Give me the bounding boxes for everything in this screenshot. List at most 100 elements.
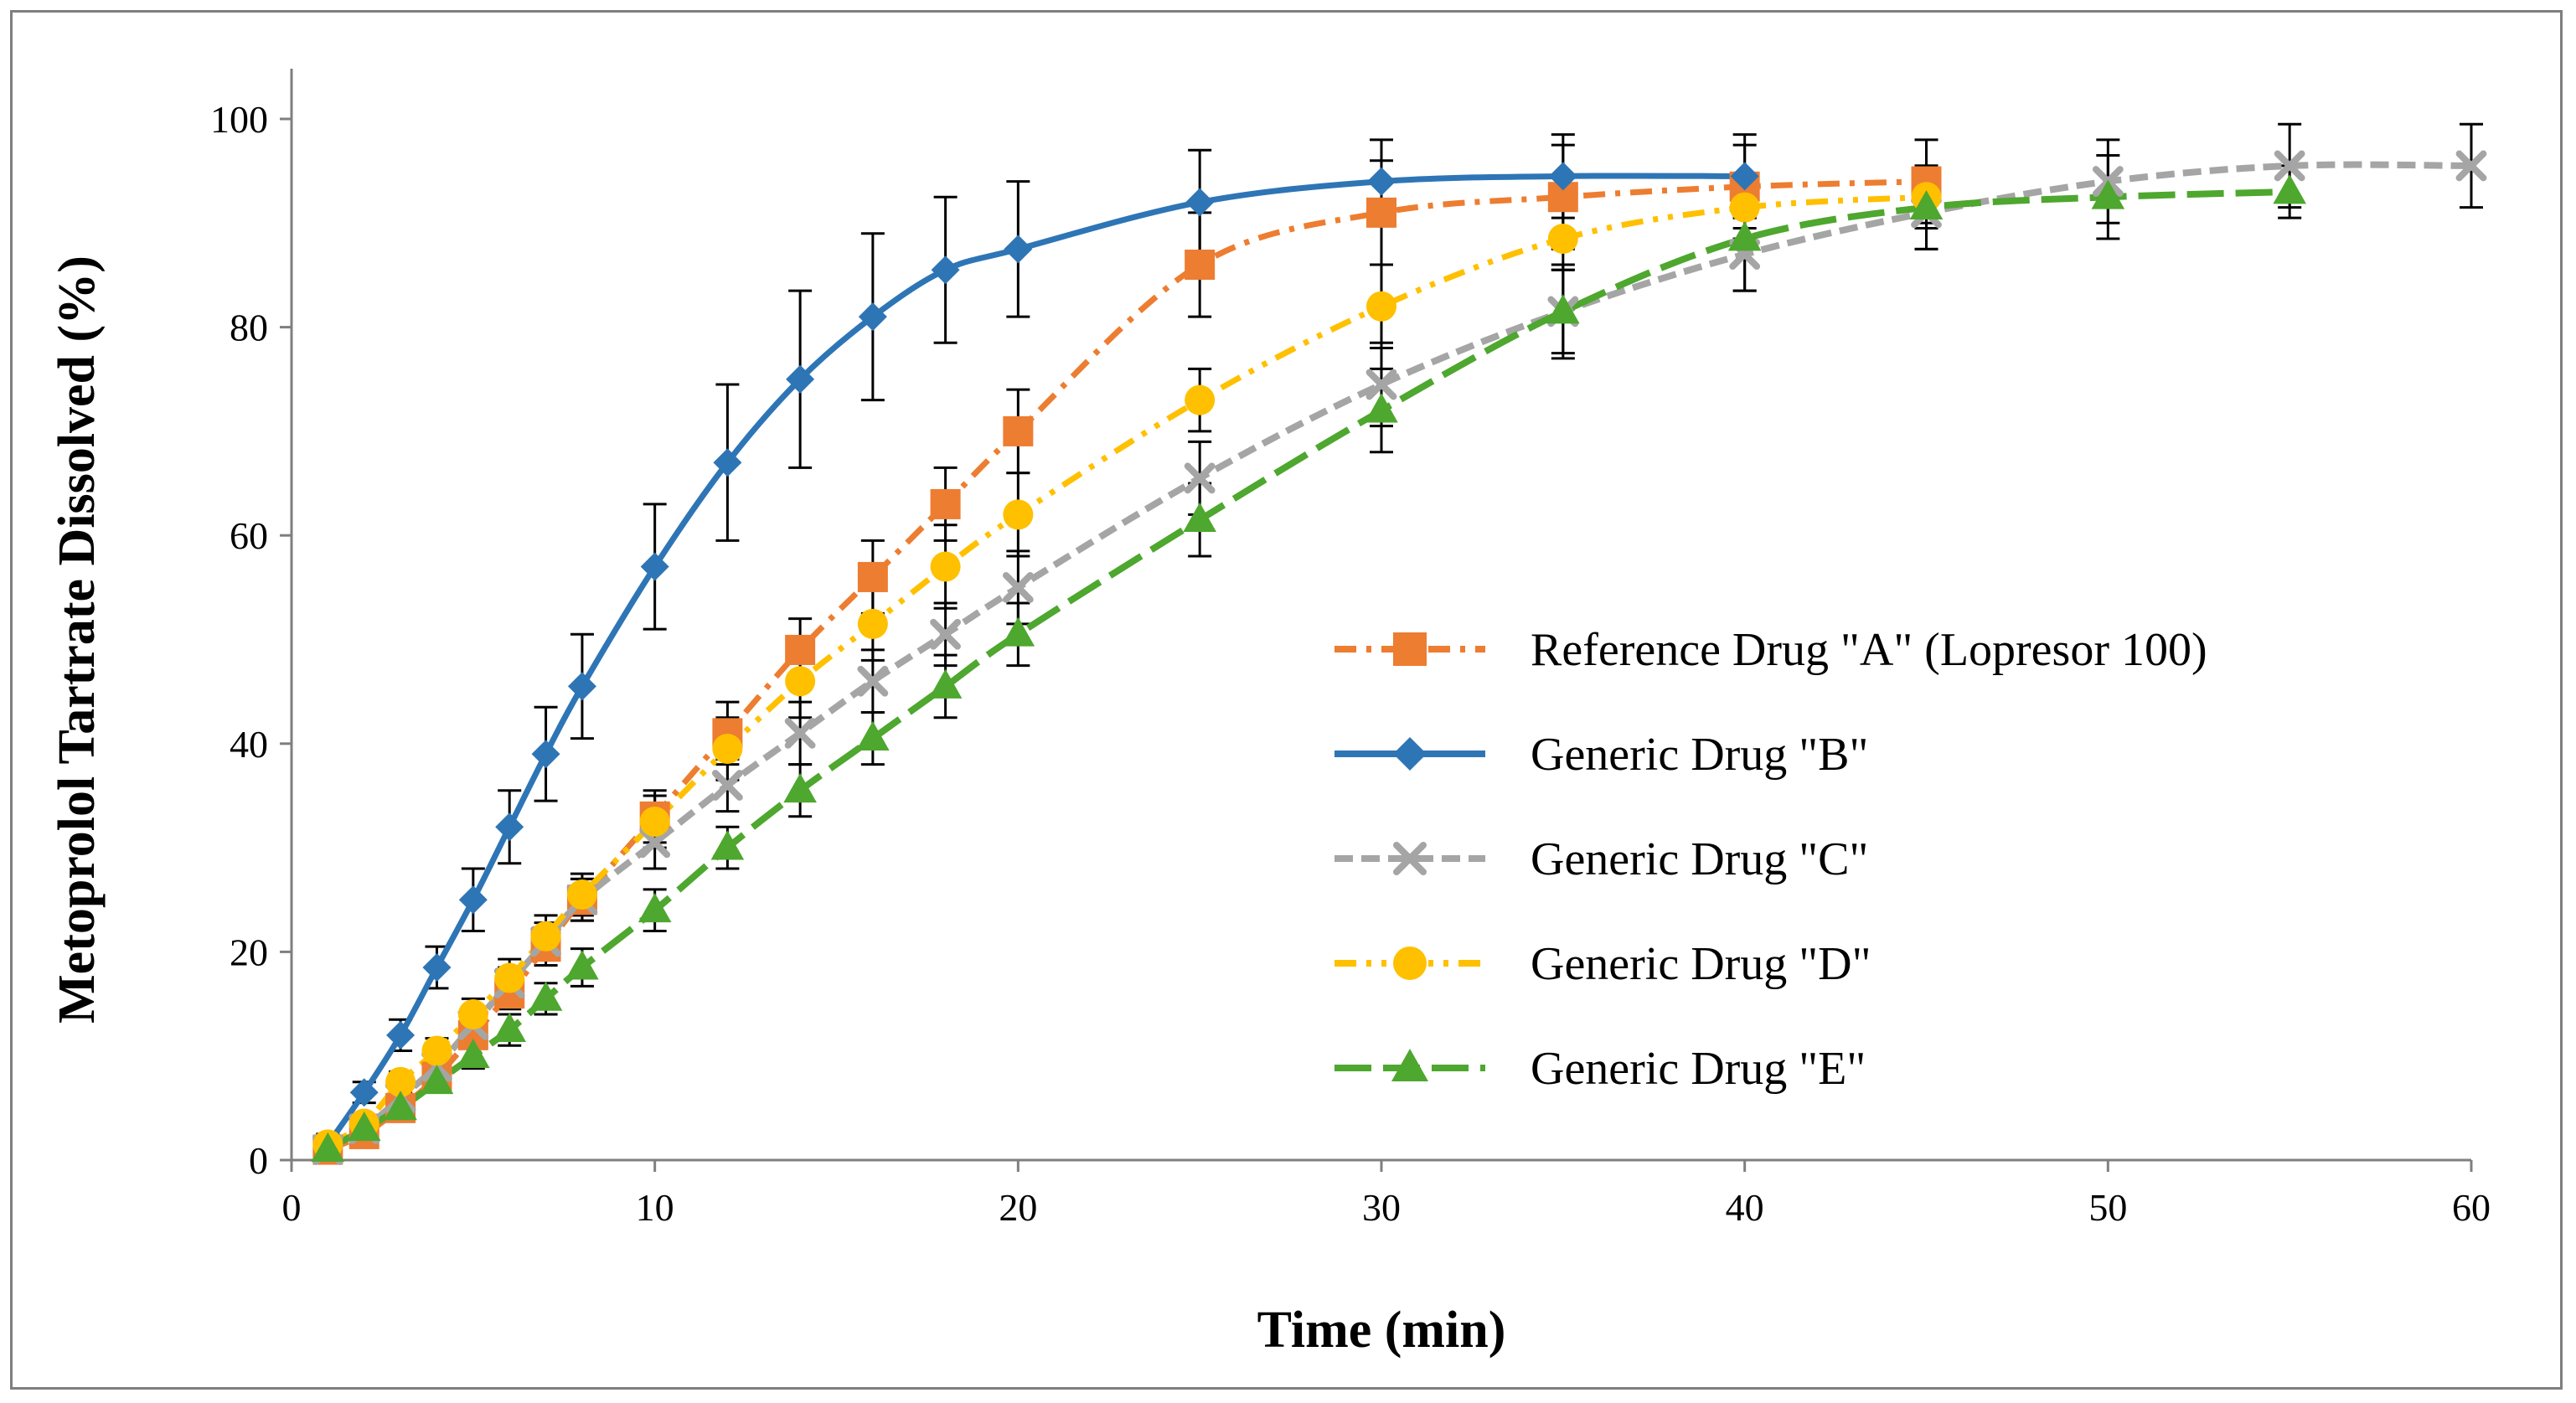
series-c-marker-stroke: [930, 618, 961, 650]
x-tick-label: 40: [1726, 1186, 1764, 1229]
series-c-marker: [1184, 462, 1216, 494]
series-d-marker: [566, 879, 597, 910]
series-a-marker: [1185, 250, 1216, 281]
series-b-marker: [458, 885, 488, 915]
series-b-marker: [422, 953, 452, 983]
series-d-marker: [1729, 192, 1760, 223]
series-e-marker: [638, 892, 672, 923]
legend-marker-d: [1393, 947, 1427, 980]
series-c-marker: [784, 717, 816, 749]
legend: Reference Drug "A" (Lopresor 100) Generic…: [1334, 624, 2207, 1095]
series-b-marker: [786, 364, 815, 394]
legend-label-d: Generic Drug "D": [1531, 938, 1871, 990]
legend-marker-c-stroke: [1393, 842, 1427, 875]
series-e-marker: [783, 773, 817, 803]
series-d-marker: [639, 807, 670, 838]
series-e-marker: [1183, 502, 1216, 532]
series-d-marker: [1003, 499, 1034, 530]
x-tick-label: 10: [636, 1186, 674, 1229]
series-e-marker: [1727, 221, 1762, 251]
series-e-marker: [1909, 189, 1944, 220]
series-d-marker: [385, 1066, 416, 1097]
legend-marker-b: [1393, 737, 1427, 771]
legend-item-c: Generic Drug "C": [1334, 833, 1868, 885]
series-c-marker: [712, 770, 743, 801]
series-e-marker: [2091, 179, 2125, 209]
series-d-marker: [1366, 291, 1396, 322]
series-c-marker-stroke: [857, 665, 889, 697]
series-b-marker: [531, 740, 560, 769]
series-e-marker: [928, 668, 963, 699]
y-tick-label: 40: [230, 723, 268, 766]
series-b-line: [325, 173, 1745, 1147]
series-b-marker: [386, 1020, 416, 1050]
series-c-marker: [930, 618, 961, 650]
series-a-marker: [785, 634, 816, 665]
series-c-marker: [2274, 150, 2305, 182]
series-e-marker: [1546, 294, 1580, 324]
series-c-marker: [639, 827, 671, 859]
y-tick-label: 80: [230, 307, 268, 349]
legend-item-b: Generic Drug "B": [1334, 729, 1868, 781]
series-d-marker: [457, 998, 488, 1029]
series-e-marker: [347, 1112, 381, 1142]
series-c-marker: [1002, 571, 1034, 603]
x-tick-label: 50: [2088, 1186, 2127, 1229]
series-c-marker: [2455, 150, 2487, 182]
markers-layer: [311, 150, 2487, 1165]
legend-marker-a: [1393, 632, 1427, 666]
legend-marker-e: [1391, 1049, 1428, 1081]
series-d-marker: [785, 666, 816, 697]
series-b-marker: [931, 255, 960, 285]
series-c-marker-stroke: [1365, 369, 1397, 400]
series-c-line: [326, 161, 2472, 1153]
series-c-marker: [857, 665, 889, 697]
x-tick-label: 0: [282, 1186, 302, 1229]
series-b-marker: [713, 448, 742, 477]
series-b-marker: [1185, 188, 1215, 217]
series-e-marker: [1001, 616, 1035, 647]
series-d-marker: [421, 1035, 452, 1066]
series-c-marker-stroke: [784, 717, 816, 749]
series-d-marker: [930, 551, 961, 582]
series-a-marker: [930, 488, 961, 519]
series-d-marker: [712, 734, 743, 765]
axes-layer: 0 20 40 60 80 100 0 10 20 30 40 50 60 Time (min) Metop…: [49, 69, 2491, 1359]
series-d-marker: [857, 608, 888, 639]
series-d-marker: [530, 921, 561, 952]
x-axis-title: Time (min): [1257, 1302, 1506, 1359]
series-d-marker: [1185, 384, 1216, 415]
y-tick-label: 0: [249, 1139, 268, 1182]
series-e-marker: [529, 981, 563, 1011]
series-c-marker-stroke: [1002, 571, 1034, 603]
legend-label-e: Generic Drug "E": [1531, 1043, 1866, 1095]
x-tick-label: 20: [999, 1186, 1037, 1229]
series-e-marker: [457, 1039, 490, 1069]
x-tick-label: 30: [1362, 1186, 1401, 1229]
series-b-marker: [1548, 162, 1577, 191]
legend-marker-c: [1393, 842, 1427, 875]
series-e-marker: [710, 830, 745, 860]
y-axis-title: Metoprolol Tartrate Dissolved (%): [49, 255, 106, 1024]
y-tick-label: 20: [230, 931, 268, 973]
series-e-marker: [311, 1132, 345, 1162]
series-e-marker: [1365, 393, 1398, 423]
legend-item-a: Reference Drug "A" (Lopresor 100): [1334, 624, 2207, 676]
series-b-marker: [495, 812, 524, 842]
legend-item-e: Generic Drug "E": [1334, 1043, 1866, 1095]
series-e-marker: [420, 1065, 454, 1095]
series-c-marker-stroke: [639, 827, 671, 859]
legend-label-a: Reference Drug "A" (Lopresor 100): [1531, 624, 2207, 676]
series-b-marker: [1004, 235, 1033, 264]
y-tick-label: 60: [230, 514, 268, 557]
series-c-marker-stroke: [2455, 150, 2487, 182]
series-b-marker: [567, 672, 596, 701]
series-d-marker: [494, 962, 525, 993]
series-a-marker: [1003, 415, 1034, 446]
series-d-marker: [1547, 223, 1578, 254]
series-a-marker: [1366, 197, 1396, 228]
series-e-marker: [384, 1091, 417, 1121]
legend-item-d: Generic Drug "D": [1334, 938, 1871, 990]
y-tick-label: 100: [210, 98, 268, 141]
